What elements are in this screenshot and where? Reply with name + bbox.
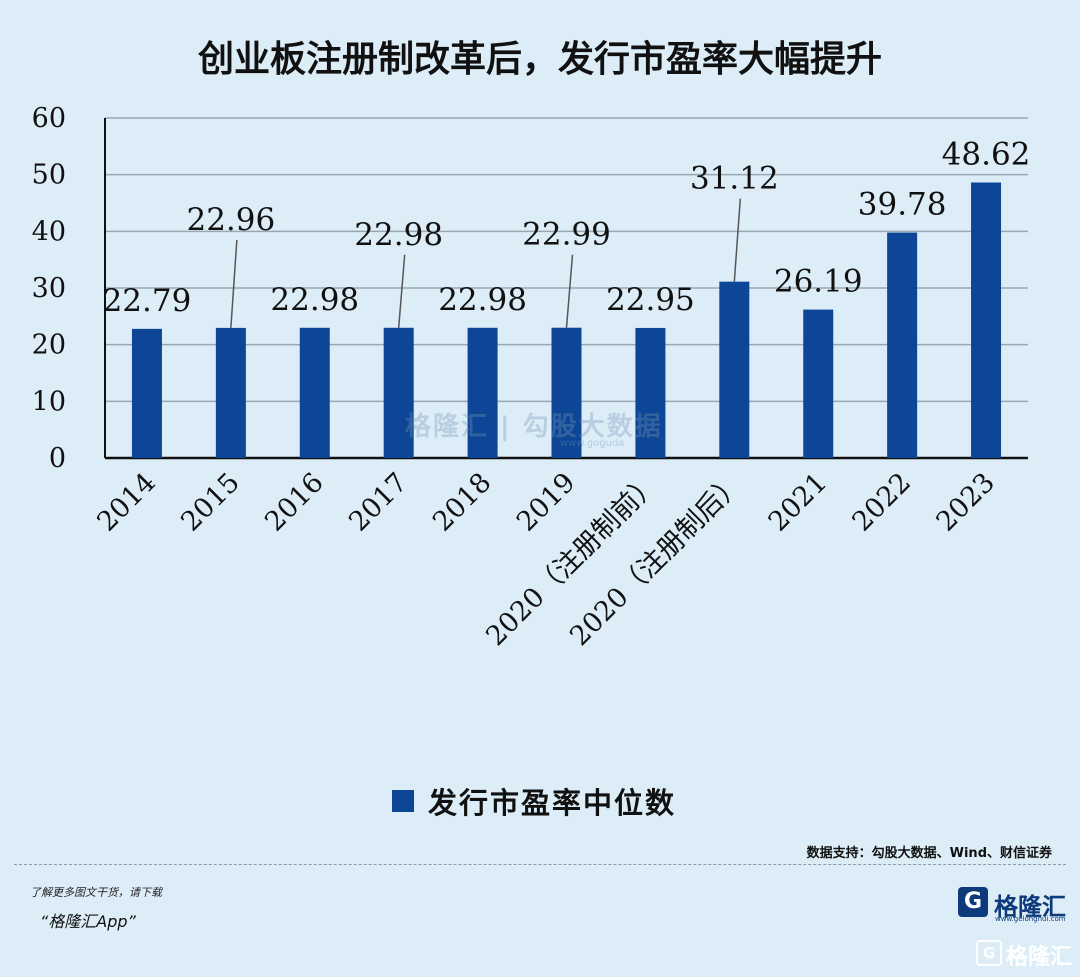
watermark-text: 格隆汇 | 勾股大数据 xyxy=(405,412,663,442)
source-note: 数据支持：勾股大数据、Wind、财信证券 xyxy=(806,846,1052,861)
legend-label: 发行市盈率中位数 xyxy=(428,786,677,820)
x-tick-label: 2021 xyxy=(763,467,834,538)
y-tick-label: 30 xyxy=(32,273,66,304)
data-label: 22.96 xyxy=(186,202,275,238)
leader-line xyxy=(565,254,574,328)
divider xyxy=(14,864,1066,865)
leader-line xyxy=(733,198,742,282)
bar xyxy=(131,328,162,458)
data-label: 31.12 xyxy=(690,161,779,197)
bar xyxy=(719,281,750,458)
leader-line xyxy=(397,254,406,328)
bar xyxy=(215,327,246,458)
bar xyxy=(467,327,498,458)
x-tick-label: 2014 xyxy=(91,467,162,538)
x-tick-label: 2023 xyxy=(930,467,1001,538)
brand-logo-icon: G xyxy=(958,887,988,917)
x-tick-label: 2016 xyxy=(259,467,330,538)
bar xyxy=(971,182,1002,458)
leader-line xyxy=(230,239,238,328)
page-title: 创业板注册制改革后，发行市盈率大幅提升 xyxy=(197,39,882,80)
bars xyxy=(131,182,1002,458)
watermark-url: www.goguda xyxy=(560,438,625,449)
y-tick-label: 40 xyxy=(32,216,66,247)
bar xyxy=(299,327,330,458)
data-label: 22.99 xyxy=(522,217,611,253)
data-label: 22.95 xyxy=(606,282,695,318)
data-label: 22.98 xyxy=(354,217,443,253)
category-labels: 2014 2015 2016 2017 2018 20192020（注册制前）2020（注… xyxy=(91,467,1001,652)
x-tick-label: 2019 xyxy=(511,467,582,538)
x-tick-label: 2015 xyxy=(175,467,246,538)
footer-app-name: “格隆汇App” xyxy=(40,912,136,931)
data-label: 22.98 xyxy=(270,282,359,318)
data-label: 48.62 xyxy=(942,136,1031,172)
corner-watermark-text: 格隆汇 xyxy=(1006,945,1073,970)
y-tick-label: 0 xyxy=(49,443,66,474)
data-label: 26.19 xyxy=(774,264,863,300)
brand-url: www.gelonghui.com xyxy=(995,915,1066,923)
x-tick-label: 2022 xyxy=(847,467,918,538)
brand-name: 格隆汇 xyxy=(994,893,1066,921)
y-tick-label: 50 xyxy=(32,160,66,191)
bar xyxy=(383,327,414,458)
data-label: 39.78 xyxy=(858,187,947,223)
data-labels: 22.79 22.96 22.98 22.98 22.98 22.99 22.95 31.12… xyxy=(103,136,1031,328)
x-tick-label: 2017 xyxy=(343,467,414,538)
bar xyxy=(551,327,582,458)
corner-watermark-icon: G xyxy=(976,940,1002,966)
legend: 发行市盈率中位数 xyxy=(392,780,676,822)
legend-swatch xyxy=(392,790,414,812)
bar xyxy=(803,309,834,458)
x-tick-label: 2018 xyxy=(427,467,498,538)
y-tick-label: 10 xyxy=(32,386,66,417)
data-label: 22.79 xyxy=(103,283,192,319)
bar xyxy=(887,232,918,458)
y-tick-label: 60 xyxy=(32,103,66,134)
data-label: 22.98 xyxy=(438,282,527,318)
y-tick-label: 20 xyxy=(32,330,66,361)
bar xyxy=(635,327,666,458)
footer-promo-text: 了解更多图文干货，请下载 xyxy=(30,886,162,899)
